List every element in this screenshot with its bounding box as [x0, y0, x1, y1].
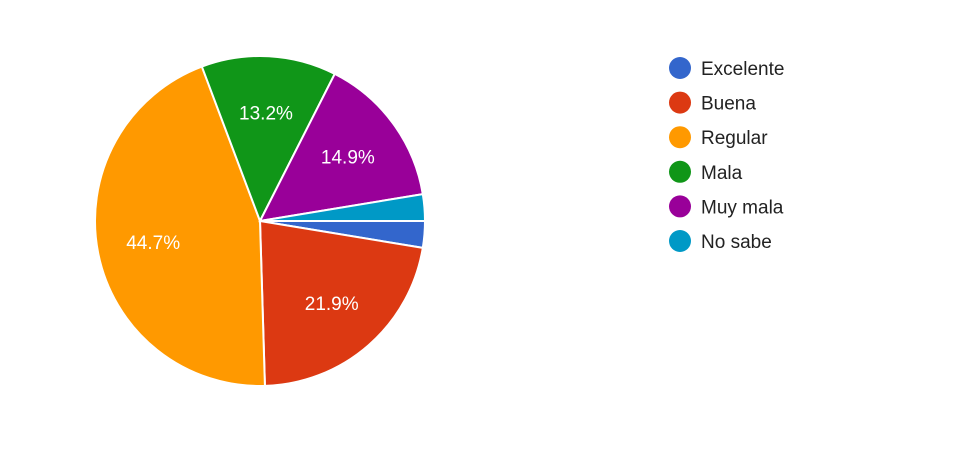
- slice-label-mala: 13.2%: [239, 103, 293, 124]
- pie-slices: [94, 55, 427, 387]
- pie-slice-mala: [200, 55, 337, 224]
- legend-marker-regular: [669, 126, 691, 149]
- legend-label-regular: Regular: [701, 128, 768, 149]
- legend-marker-excelente: [669, 57, 691, 79]
- legend-label-mala: Mala: [701, 163, 743, 184]
- legend-marker-no-sabe: [669, 230, 691, 252]
- legend-label-buena: Buena: [701, 94, 756, 115]
- pie-slice-muy-mala: [258, 72, 424, 223]
- legend-marker-mala: [669, 160, 691, 183]
- pie-slice-buena: [258, 219, 424, 387]
- legend: Excelente Buena Regular Mala Muy mala No sabe: [669, 57, 784, 253]
- slice-label-buena: 21.9%: [305, 294, 359, 315]
- slice-label-regular: 44.7%: [126, 233, 180, 254]
- legend-label-no-sabe: No sabe: [701, 232, 772, 253]
- legend-label-muy-mala: Muy mala: [701, 197, 784, 218]
- legend-marker-muy-mala: [669, 195, 691, 218]
- legend-marker-buena: [669, 91, 691, 114]
- pie-slice-regular: [94, 65, 266, 387]
- pie-slice-no-sabe: [259, 192, 427, 222]
- legend-label-excelente: Excelente: [701, 59, 784, 80]
- slice-label-muy-mala: 14.9%: [321, 148, 375, 169]
- pie-slice-labels: 21.9% 44.7% 13.2% 14.9%: [126, 103, 375, 315]
